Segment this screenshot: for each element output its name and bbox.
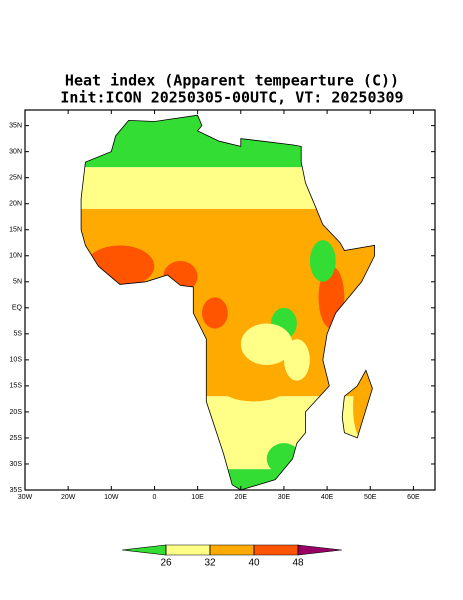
- lat-tick-label: 30N: [9, 148, 22, 155]
- colorbar-label: 26: [160, 558, 172, 569]
- lat-tick-label: 10N: [9, 253, 22, 260]
- heat-patch: [85, 245, 155, 287]
- colorbar-segment: [121, 544, 167, 556]
- heat-patch: [309, 240, 336, 282]
- lat-tick-label: 15N: [9, 227, 22, 234]
- lat-tick-label: 5N: [13, 279, 22, 286]
- heat-patch: [219, 370, 289, 402]
- heat-patch: [201, 297, 228, 329]
- lat-tick-label: 10S: [10, 357, 23, 364]
- colorbar-label: 48: [292, 558, 304, 569]
- heat-zone: [81, 167, 375, 209]
- lon-tick-label: 30E: [278, 494, 291, 501]
- map-subtitle: Init:ICON 20250305-00UTC, VT: 20250309: [60, 89, 403, 107]
- heat-zone: [81, 208, 375, 397]
- lon-tick-label: 0: [153, 494, 157, 501]
- heat-patch: [283, 339, 310, 381]
- map-title: Heat index (Apparent tempearture (C)): [65, 72, 399, 90]
- lat-tick-label: EQ: [12, 305, 23, 312]
- map-area: [80, 114, 375, 490]
- lat-tick-label: 20S: [10, 409, 23, 416]
- lon-tick-label: 10E: [191, 494, 204, 501]
- heat-patch: [163, 260, 198, 293]
- heat-zone: [81, 396, 375, 470]
- lat-tick-label: 5S: [13, 331, 22, 338]
- heat-patch: [240, 401, 302, 444]
- colorbar-segment: [209, 544, 255, 556]
- map-frame: [24, 109, 436, 491]
- coastline: [341, 369, 373, 439]
- heat-field: [81, 115, 375, 490]
- colorbar-segment: [297, 544, 343, 556]
- colorbar-segment: [165, 544, 211, 556]
- lon-tick-label: 50E: [364, 494, 377, 501]
- lon-tick-label: 40E: [321, 494, 334, 501]
- heat-zone: [81, 115, 375, 168]
- lat-tick-label: 35N: [9, 122, 22, 129]
- lat-tick-label: 15S: [10, 383, 23, 390]
- lat-tick-label: 25S: [10, 435, 23, 442]
- lon-tick-label: 20E: [235, 494, 248, 501]
- heat-patch: [240, 323, 293, 366]
- colorbar-label: 40: [248, 558, 260, 569]
- lat-tick-label: 35S: [10, 487, 23, 494]
- lat-tick-label: 25N: [9, 175, 22, 182]
- lat-tick-label: 30S: [10, 461, 23, 468]
- lon-tick-label: 60E: [407, 494, 420, 501]
- heat-patch: [353, 375, 371, 438]
- colorbar-label: 32: [204, 558, 216, 569]
- lon-tick-label: 20W: [61, 494, 76, 501]
- colorbar-segment: [253, 544, 299, 556]
- lon-tick-label: 10W: [104, 494, 119, 501]
- lat-tick-label: 20N: [9, 201, 22, 208]
- lon-tick-label: 30W: [18, 494, 33, 501]
- coastline: [80, 114, 375, 490]
